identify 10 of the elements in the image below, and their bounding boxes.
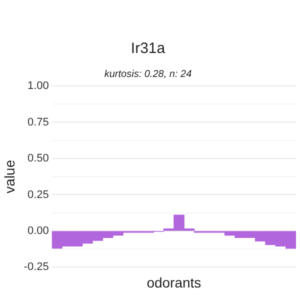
y-tick-label: 0.75 <box>27 116 49 128</box>
y-tick-label: 0.25 <box>27 188 49 201</box>
y-tick-label: 1.00 <box>27 80 49 92</box>
x-axis-title: odorants <box>146 274 202 290</box>
chart-title: Ir31a <box>130 40 166 58</box>
y-axis-title: value <box>1 160 18 194</box>
chart-subtitle: kurtosis: 0.28, n: 24 <box>104 68 192 80</box>
y-tick-label: 0.00 <box>27 224 49 237</box>
y-tick-label: -0.25 <box>24 261 49 274</box>
y-tick-label: 0.50 <box>27 152 49 165</box>
